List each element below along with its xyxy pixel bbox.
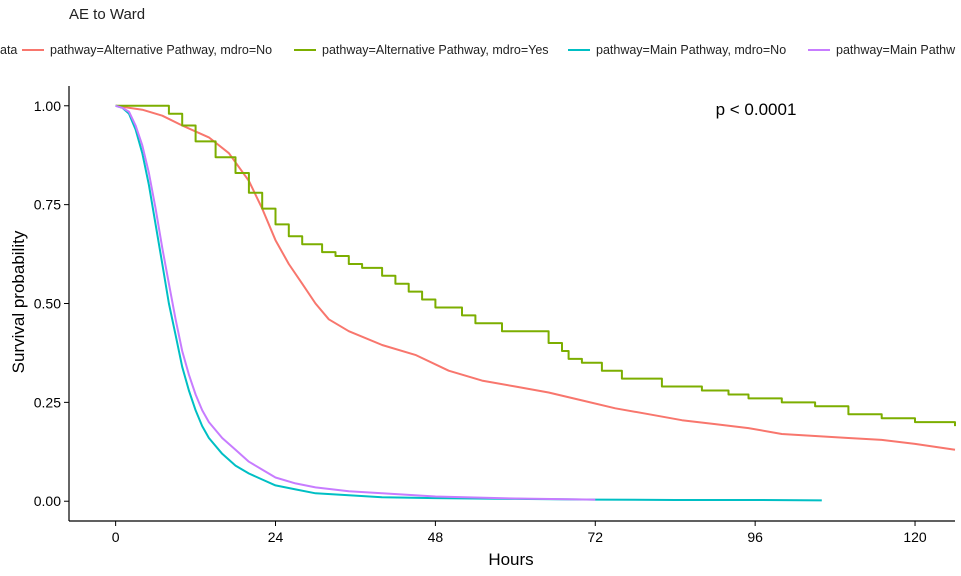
series-line-2 — [115, 104, 822, 502]
x-tick-label: 48 — [428, 529, 444, 545]
y-axis-label: Survival probability — [9, 230, 28, 373]
p-value-annotation: p < 0.0001 — [716, 100, 797, 119]
legend: ata pathway=Alternative Pathway, mdro=No… — [0, 43, 961, 63]
legend-partial-label: ata — [0, 43, 17, 57]
series-line-1 — [115, 104, 956, 427]
legend-item-main-other: pathway=Main Pathw — [808, 43, 955, 57]
series-group — [115, 104, 956, 502]
legend-key-main-no — [568, 49, 590, 51]
x-axis-label: Hours — [488, 550, 533, 569]
x-tick-label: 120 — [903, 529, 927, 545]
series-line-3 — [115, 104, 596, 501]
x-tick-label: 24 — [268, 529, 284, 545]
x-tick-label: 0 — [112, 529, 120, 545]
legend-key-alt-yes — [294, 49, 316, 51]
y-tick-label: 1.00 — [34, 98, 61, 114]
legend-key-main-other — [808, 49, 830, 51]
legend-item-main-no: pathway=Main Pathway, mdro=No — [568, 43, 786, 57]
axes-group: 0 24 48 72 96 120 0.00 0.25 0.50 0.75 1.00 — [34, 86, 955, 545]
x-tick-label: 72 — [587, 529, 603, 545]
legend-label-alt-no: pathway=Alternative Pathway, mdro=No — [50, 43, 273, 57]
legend-item-alt-yes: pathway=Alternative Pathway, mdro=Yes — [294, 43, 549, 57]
y-tick-label: 0.00 — [34, 493, 61, 509]
legend-key-alt-no — [22, 49, 44, 51]
chart-title: AE to Ward — [69, 6, 146, 23]
legend-label-main-no: pathway=Main Pathway, mdro=No — [596, 43, 787, 57]
legend-partial-text: ata — [0, 43, 18, 57]
legend-item-alt-no: pathway=Alternative Pathway, mdro=No — [22, 43, 272, 57]
legend-label-alt-yes: pathway=Alternative Pathway, mdro=Yes — [322, 43, 549, 57]
legend-label-main-other: pathway=Main Pathw — [836, 43, 956, 57]
x-tick-label: 96 — [747, 529, 763, 545]
y-tick-label: 0.75 — [34, 197, 61, 213]
series-line-0 — [115, 104, 956, 451]
y-tick-label: 0.50 — [34, 296, 61, 312]
y-tick-label: 0.25 — [34, 394, 61, 410]
